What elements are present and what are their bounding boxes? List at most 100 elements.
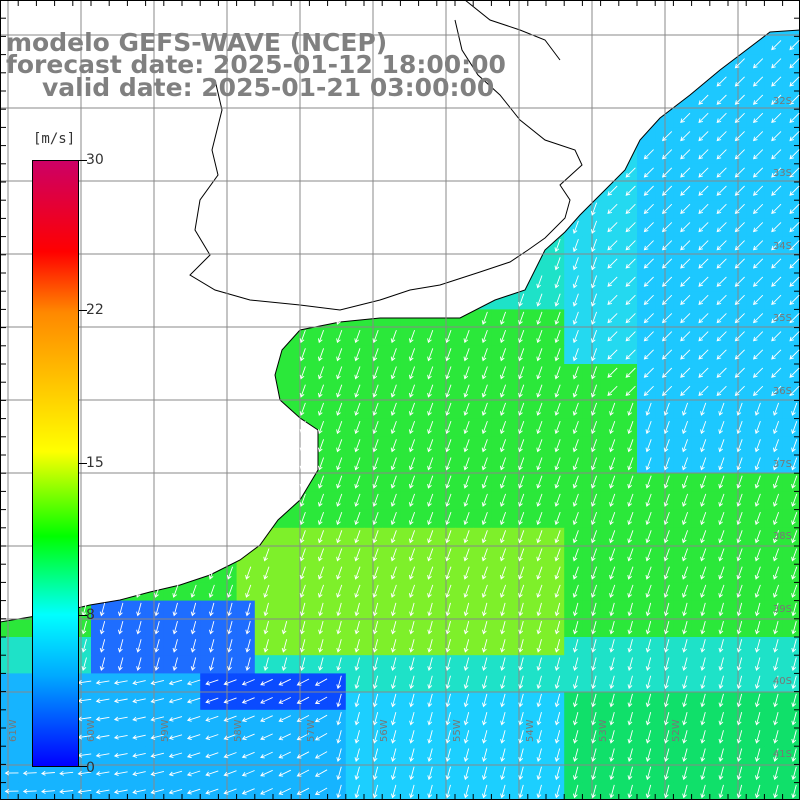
wind-arrow: [427, 511, 434, 526]
wind-arrow: [186, 715, 201, 722]
wind-arrow: [317, 493, 325, 507]
wind-arrow: [463, 420, 470, 435]
wind-arrow: [299, 602, 306, 617]
wind-arrow: [661, 294, 673, 306]
wind-arrow: [607, 349, 618, 360]
colorbar-tick-label: 15: [86, 455, 104, 471]
wind-arrow: [499, 384, 507, 398]
wind-arrow: [752, 131, 764, 142]
wind-arrow: [590, 275, 598, 289]
wind-arrow: [663, 675, 670, 690]
wind-arrow: [481, 584, 488, 598]
wind-arrow: [754, 784, 761, 799]
wind-arrow: [572, 548, 579, 562]
wind-arrow: [518, 511, 525, 526]
wind-arrow: [390, 366, 397, 380]
wind-arrow: [536, 348, 543, 362]
wind-arrow: [172, 602, 178, 617]
wind-arrow: [572, 402, 579, 416]
wind-arrow: [645, 402, 652, 416]
wind-arrow: [317, 184, 325, 198]
wind-arrow: [771, 58, 782, 69]
wind-arrow: [186, 770, 201, 777]
wind-arrow: [645, 584, 652, 598]
wind-arrow: [390, 748, 397, 762]
wind-arrow: [481, 548, 488, 562]
wind-arrow: [168, 697, 183, 704]
wind-arrow: [627, 620, 633, 635]
wind-arrow: [317, 511, 325, 526]
wind-arrow: [317, 530, 325, 544]
wind-arrow: [317, 439, 325, 453]
wind-arrow: [754, 420, 761, 435]
lon-label: 52W: [671, 719, 682, 742]
wind-arrow: [336, 730, 342, 744]
wind-arrow: [734, 112, 745, 124]
wind-arrow: [336, 766, 342, 781]
wind-arrow: [754, 639, 761, 653]
wind-arrow: [590, 202, 598, 216]
wind-arrow: [700, 566, 707, 580]
wind-arrow: [663, 475, 670, 489]
wind-arrow: [700, 748, 706, 762]
wind-arrow: [409, 711, 415, 726]
wind-arrow: [627, 457, 634, 471]
wind-arrow: [354, 566, 361, 580]
wind-arrow: [536, 693, 542, 708]
wind-arrow: [698, 294, 709, 306]
wind-arrow: [499, 493, 507, 507]
wind-arrows: [4, 38, 800, 799]
wind-arrow: [299, 457, 306, 471]
wind-arrow: [590, 238, 598, 253]
wind-arrow: [500, 748, 506, 762]
lon-label: 61W: [8, 719, 19, 742]
wind-arrow: [771, 313, 782, 324]
wind-arrow: [372, 384, 379, 398]
wind-arrow: [95, 698, 110, 704]
wind-arrow: [299, 384, 306, 398]
wind-arrow: [791, 657, 797, 671]
wind-arrow: [536, 784, 542, 799]
wind-arrow: [789, 76, 800, 87]
wind-arrow: [718, 620, 724, 635]
wind-arrow: [700, 766, 706, 781]
wind-arrow: [186, 734, 201, 740]
wind-arrow: [716, 76, 727, 87]
wind-arrow: [681, 420, 689, 435]
wind-arrow: [113, 680, 128, 686]
wind-arrow: [336, 238, 343, 253]
wind-arrow: [663, 639, 670, 653]
wind-arrow: [698, 203, 709, 215]
wind-arrow: [536, 293, 543, 307]
wind-arrow: [390, 566, 397, 580]
lon-label: 54W: [525, 719, 536, 742]
wind-arrow: [716, 185, 727, 196]
wind-arrow: [408, 548, 416, 562]
lon-label: 60W: [86, 719, 97, 742]
wind-arrow: [736, 511, 743, 526]
wind-arrow: [518, 675, 524, 690]
wind-arrow: [754, 693, 761, 708]
wind-arrow: [734, 276, 745, 287]
lat-label: 37S: [772, 459, 792, 470]
wind-arrow: [716, 349, 727, 360]
wind-arrow: [336, 257, 343, 271]
wind-arrow: [263, 602, 269, 617]
wind-arrow: [317, 129, 325, 143]
wind-arrow: [536, 511, 543, 526]
wind-arrow: [136, 657, 142, 671]
wind-arrow: [643, 349, 654, 360]
wind-arrow: [590, 493, 598, 507]
wind-arrow: [445, 711, 451, 726]
wind-arrow: [500, 602, 506, 617]
wind-arrow: [700, 475, 707, 489]
wind-arrow: [572, 530, 579, 544]
wind-arrow: [95, 680, 110, 685]
wind-arrow: [409, 675, 415, 690]
wind-arrow: [372, 566, 379, 580]
wind-arrow: [372, 348, 379, 362]
wind-arrow: [643, 385, 654, 397]
wind-arrow: [481, 420, 488, 435]
wind-arrow: [791, 784, 797, 799]
wind-arrow: [681, 530, 689, 544]
